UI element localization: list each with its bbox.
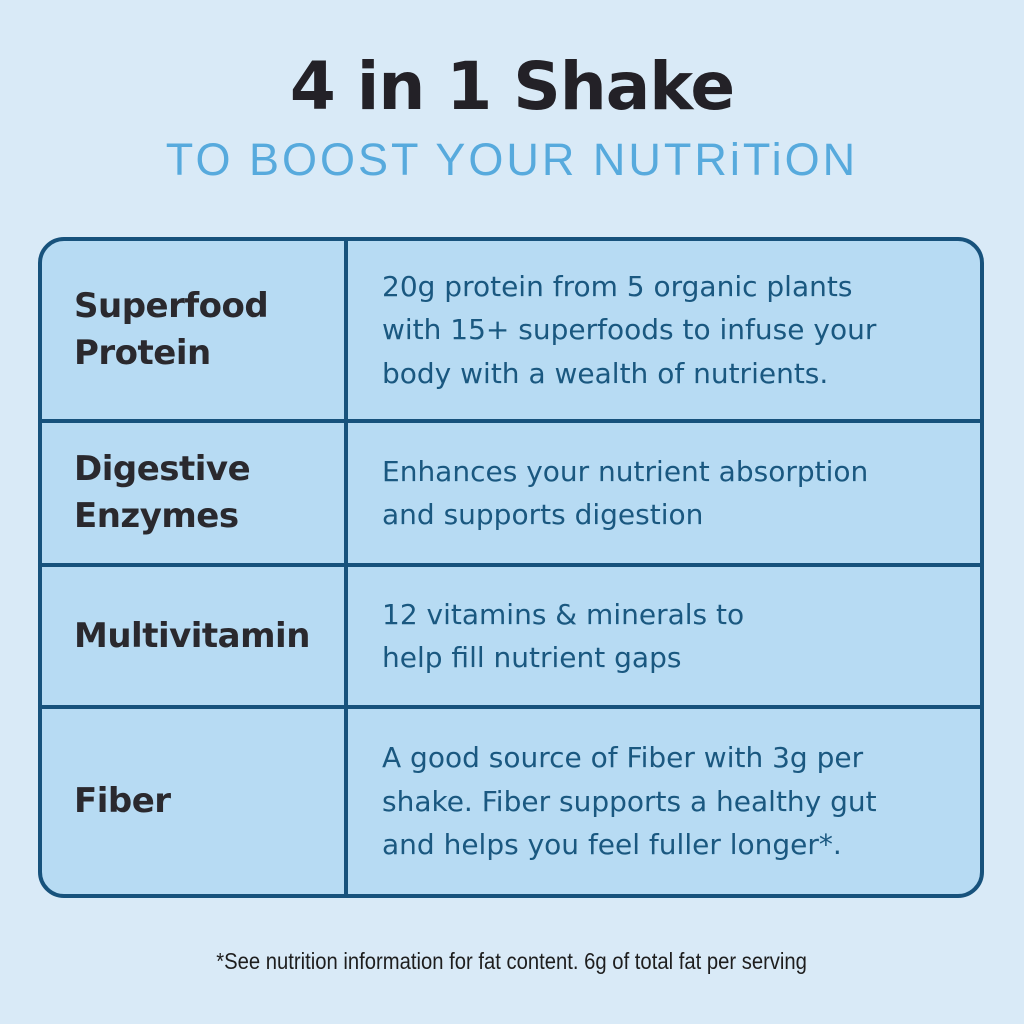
footnote-text: *See nutrition information for fat conte… (216, 948, 808, 974)
row-description: A good source of Fiber with 3g per shake… (382, 741, 877, 862)
table-row-digestive-enzymes: Digestive Enzymes Enhances your nutrient… (42, 423, 980, 567)
row-label: Digestive Enzymes (42, 423, 348, 563)
benefits-table: Superfood Protein 20g protein from 5 org… (38, 237, 984, 898)
table-row-superfood-protein: Superfood Protein 20g protein from 5 org… (42, 241, 980, 423)
page-title: 4 in 1 Shake (289, 48, 735, 125)
row-label: Superfood Protein (42, 241, 348, 419)
footnote: *See nutrition information for fat conte… (0, 948, 1024, 975)
table-row-fiber: Fiber A good source of Fiber with 3g per… (42, 709, 980, 894)
table-row-multivitamin: Multivitamin 12 vitamins & minerals to h… (42, 567, 980, 709)
row-description: 12 vitamins & minerals to help fill nutr… (382, 597, 745, 674)
row-description: Enhances your nutrient absorption and su… (382, 454, 869, 531)
row-label: Fiber (42, 709, 348, 894)
page-subtitle: TO BOOST YOUR NUTRiTiON (165, 134, 859, 185)
row-label: Multivitamin (42, 567, 348, 705)
row-description: 20g protein from 5 organic plants with 1… (382, 269, 877, 390)
